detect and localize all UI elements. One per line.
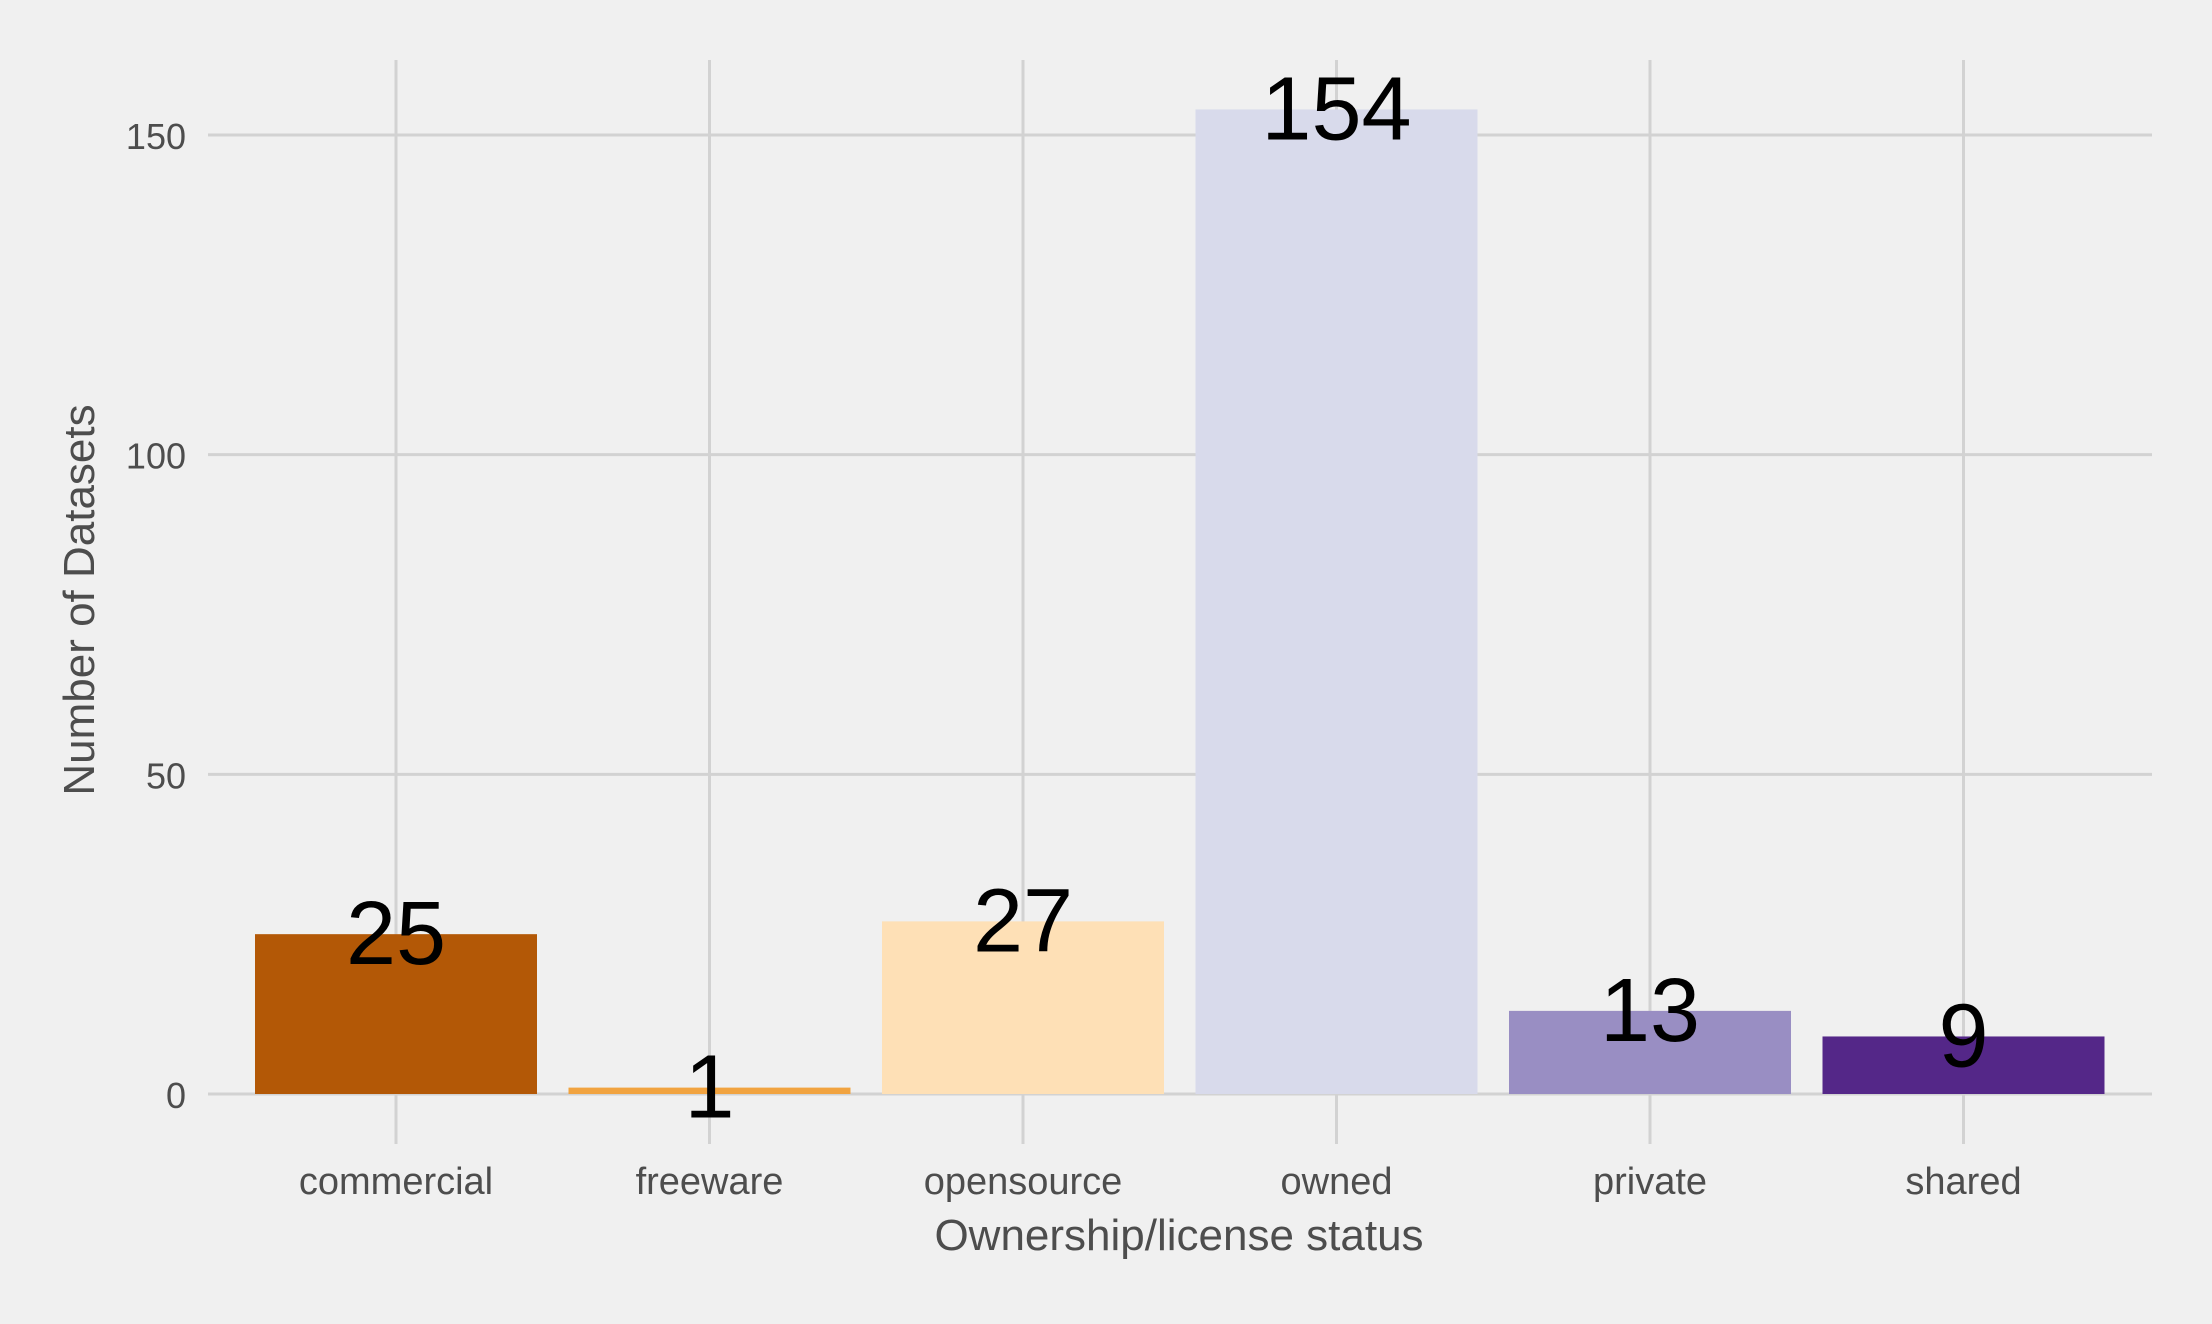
grid-lines (208, 60, 2152, 1144)
x-axis-title: Ownership/license status (934, 1211, 1423, 1260)
data-label: 9 (1938, 986, 1988, 1086)
bar (568, 1087, 851, 1094)
y-axis-title: Number of Datasets (55, 404, 104, 795)
x-tick-label: private (1593, 1161, 1707, 1203)
data-labels: 25 1 27 154 13 9 (346, 59, 1989, 1137)
bar (255, 934, 537, 1094)
y-tick-label: 50 (146, 755, 186, 796)
x-tick-label: freeware (636, 1161, 784, 1203)
bar (1822, 1036, 2105, 1094)
x-tick-label: opensource (924, 1161, 1123, 1203)
x-tick-labels: commercial freeware opensource owned private… (299, 1161, 2022, 1203)
data-label: 13 (1600, 961, 1700, 1061)
data-label: 154 (1261, 59, 1411, 159)
data-label: 25 (346, 884, 446, 984)
x-tick-label: shared (1905, 1161, 2021, 1203)
y-tick-label: 150 (126, 116, 186, 157)
bar (1509, 1010, 1791, 1094)
x-tick-label: owned (1281, 1161, 1393, 1203)
bars (255, 109, 2105, 1095)
x-tick-label: commercial (299, 1161, 493, 1203)
bar (882, 921, 1164, 1094)
y-tick-labels: 0 50 100 150 (126, 116, 186, 1116)
bar (1195, 109, 1478, 1095)
y-tick-label: 100 (126, 436, 186, 477)
data-label: 27 (973, 871, 1073, 971)
data-label: 1 (684, 1038, 734, 1138)
y-tick-label: 0 (166, 1075, 186, 1116)
